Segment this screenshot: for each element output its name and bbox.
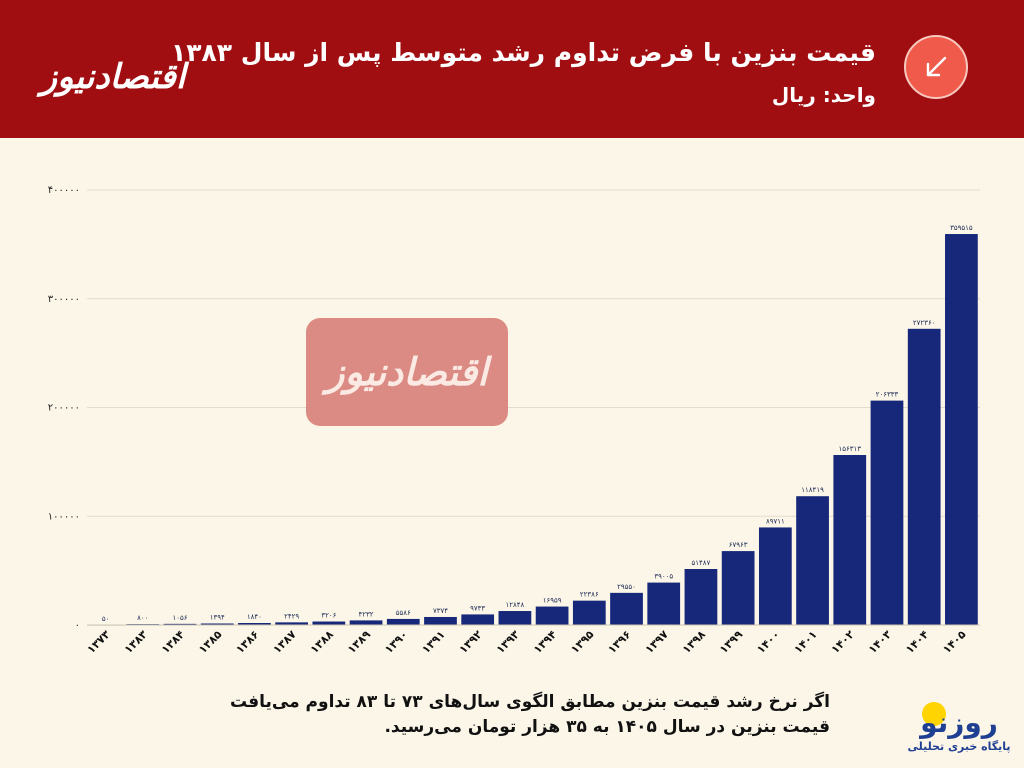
footer-brand: روزنو [920,706,998,739]
data-label: ۲۰۶۳۳۳ [876,391,899,399]
bar [610,592,643,625]
data-label: ۱۰۵۶ [172,614,187,622]
caption-line-2: قیمت بنزین در سال ۱۴۰۵ به ۳۵ هزار تومان … [384,717,830,737]
unit-subtitle: واحد: ریال [771,83,876,107]
x-tick-label: ۱۳۹۴ [531,628,559,656]
x-tick-label: ۱۴۰۰ [754,628,782,656]
data-label: ۲۲۳۸۶ [580,591,599,599]
data-label: ۸۹۷۱۱ [766,517,785,525]
bar [312,621,346,625]
x-tick-label: ۱۳۷۳ [85,628,113,656]
chart-caption: اگر نرخ رشد قیمت بنزین مطابق الگوی سال‌ه… [150,690,830,740]
brand-logo: اقتصادنیوز [40,57,186,97]
x-tick-label: ۱۴۰۵ [940,628,968,656]
bar [349,620,383,625]
bar [498,611,532,625]
data-label: ۷۳۷۴ [433,607,448,615]
data-label: ۳۹۰۰۵ [654,573,673,581]
page-title: قیمت بنزین با فرض تداوم رشد متوسط پس از … [171,38,876,67]
data-label: ۴۲۳۲ [359,610,374,618]
x-tick-label: ۱۳۹۸ [680,628,708,656]
bar [163,623,197,625]
data-label: ۶۷۹۶۳ [729,541,748,549]
y-tick-label: ۱۰۰۰۰۰ [48,511,80,522]
bar [647,582,681,625]
data-label: ۲۷۲۳۶۰ [913,319,936,327]
bar [200,623,234,625]
footer-tagline: پایگاه خبری تحلیلی [907,740,1011,753]
x-tick-label: ۱۳۸۶ [233,628,261,656]
y-tick-label: ۰ [75,620,80,631]
bar [796,496,829,625]
bar [461,614,495,625]
x-tick-label: ۱۳۹۳ [494,628,522,656]
data-label: ۱۱۸۴۱۹ [801,486,824,494]
x-tick-label: ۱۳۹۱ [419,628,447,656]
x-tick-label: ۱۳۸۵ [196,628,224,656]
logo-dot-icon [922,702,946,726]
data-label: ۱۲۸۴۸ [505,601,524,609]
bar [386,618,420,625]
data-label: ۲۴۲۹ [284,612,299,620]
data-label: ۵۱۴۸۷ [692,559,711,567]
x-tick-label: ۱۳۹۹ [717,628,745,656]
x-tick-label: ۱۳۹۵ [568,628,596,656]
bar [833,455,867,625]
data-label: ۳۵۹۵۱۵ [950,224,973,232]
bar [758,527,792,625]
x-tick-label: ۱۴۰۱ [791,628,819,656]
bar [684,569,718,625]
x-tick-label: ۱۴۰۴ [903,628,931,656]
x-tick-label: ۱۳۹۶ [605,628,633,656]
data-label: ۱۶۹۵۹ [543,597,562,605]
bar [238,622,271,625]
bar [721,551,755,625]
x-tick-label: ۱۳۸۷ [271,628,299,656]
bar [870,400,904,625]
data-label: ۵۵۸۶ [396,609,411,617]
bar [907,328,941,625]
bar [275,622,309,625]
bar [535,606,569,625]
x-tick-label: ۱۴۰۳ [866,628,894,656]
x-tick-label: ۱۳۹۲ [457,628,485,656]
x-tick-label: ۱۴۰۲ [829,628,857,656]
x-tick-label: ۱۳۸۳ [122,628,150,656]
bar [424,616,457,625]
y-tick-label: ۴۰۰۰۰۰ [48,185,80,196]
data-label: ۱۵۶۳۱۳ [838,445,861,453]
data-label: ۱۳۹۴ [210,613,225,621]
bar-chart: ۰ ۱۰۰۰۰۰ ۲۰۰۰۰۰ ۳۰۰۰۰۰ ۴۰۰۰۰۰ ۵۰ ۱۳۷۳ ۸۰۰ ۱۳۸۳ ۱۰… [48,185,980,656]
x-tick-label: ۱۳۹۷ [643,628,671,656]
x-tick-label: ۱۳۹۰ [382,628,410,656]
y-tick-label: ۳۰۰۰۰۰ [48,294,80,305]
caption-line-1: اگر نرخ رشد قیمت بنزین مطابق الگوی سال‌ه… [230,692,830,712]
arrow-down-left-icon [904,35,968,99]
data-label: ۱۸۴۰ [247,613,262,621]
data-label: ۳۲۰۶ [321,612,336,620]
x-tick-label: ۱۳۸۹ [345,628,373,656]
footer-logo: روزنو پایگاه خبری تحلیلی [900,700,1018,760]
data-label: ۹۷۳۳ [470,604,485,612]
header-banner: قیمت بنزین با فرض تداوم رشد متوسط پس از … [0,0,1024,138]
x-tick-label: ۱۳۸۴ [159,628,187,656]
y-tick-label: ۲۰۰۰۰۰ [48,403,80,414]
data-label: ۵۰ [102,615,110,623]
watermark-logo: اقتصادنیوز [306,318,508,426]
data-label: ۲۹۵۵۰ [617,583,636,591]
bar [945,234,978,625]
x-tick-label: ۱۳۸۸ [308,628,336,656]
bar [572,600,606,625]
data-label: ۸۰۰ [137,614,148,622]
